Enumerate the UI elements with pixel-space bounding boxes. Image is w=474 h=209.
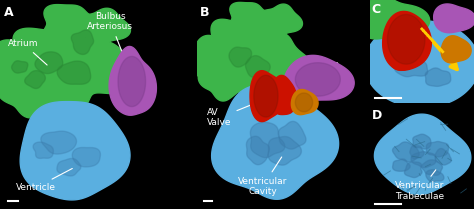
Polygon shape bbox=[250, 122, 285, 158]
Polygon shape bbox=[57, 158, 81, 176]
Polygon shape bbox=[394, 56, 428, 77]
Polygon shape bbox=[410, 146, 424, 159]
Polygon shape bbox=[441, 36, 471, 63]
Polygon shape bbox=[392, 142, 419, 162]
Polygon shape bbox=[374, 114, 471, 194]
Polygon shape bbox=[390, 49, 412, 65]
Polygon shape bbox=[43, 5, 102, 47]
Polygon shape bbox=[391, 54, 411, 70]
Polygon shape bbox=[426, 170, 444, 182]
Text: Ventricular
Trabeculae: Ventricular Trabeculae bbox=[395, 170, 445, 201]
Polygon shape bbox=[295, 63, 340, 96]
Text: Ventricular
Cavity: Ventricular Cavity bbox=[238, 157, 287, 196]
Polygon shape bbox=[12, 61, 28, 73]
Text: Atrium: Atrium bbox=[8, 39, 47, 65]
Polygon shape bbox=[71, 30, 93, 54]
Polygon shape bbox=[295, 93, 313, 112]
Polygon shape bbox=[359, 0, 429, 39]
Polygon shape bbox=[284, 55, 354, 101]
Polygon shape bbox=[254, 75, 278, 117]
Polygon shape bbox=[279, 121, 306, 149]
Polygon shape bbox=[25, 71, 46, 88]
Polygon shape bbox=[434, 4, 474, 33]
Polygon shape bbox=[246, 136, 269, 165]
Text: AV
Valve: AV Valve bbox=[207, 101, 260, 127]
Text: Bulbus
Arteriosus: Bulbus Arteriosus bbox=[87, 12, 133, 64]
Polygon shape bbox=[263, 96, 293, 109]
Polygon shape bbox=[197, 19, 316, 94]
Polygon shape bbox=[20, 102, 130, 200]
Polygon shape bbox=[365, 21, 474, 108]
Polygon shape bbox=[257, 4, 302, 38]
Polygon shape bbox=[411, 152, 436, 168]
Polygon shape bbox=[435, 149, 451, 165]
Polygon shape bbox=[212, 85, 338, 199]
Polygon shape bbox=[41, 131, 76, 154]
Text: C: C bbox=[372, 3, 381, 16]
Polygon shape bbox=[74, 8, 130, 46]
Polygon shape bbox=[57, 61, 91, 84]
Polygon shape bbox=[35, 52, 63, 74]
Polygon shape bbox=[413, 134, 431, 149]
Polygon shape bbox=[404, 162, 422, 177]
Text: D: D bbox=[372, 109, 382, 122]
Polygon shape bbox=[72, 148, 100, 167]
Text: B: B bbox=[200, 6, 210, 19]
Polygon shape bbox=[426, 141, 448, 157]
Polygon shape bbox=[229, 3, 273, 36]
Text: VB
Valve: VB Valve bbox=[310, 62, 353, 97]
Text: A: A bbox=[4, 6, 14, 19]
Polygon shape bbox=[250, 71, 284, 122]
Polygon shape bbox=[229, 47, 252, 67]
Polygon shape bbox=[0, 66, 58, 118]
Polygon shape bbox=[421, 160, 442, 175]
Polygon shape bbox=[292, 89, 318, 115]
Polygon shape bbox=[268, 136, 301, 165]
Text: Ventricle: Ventricle bbox=[16, 168, 73, 192]
Polygon shape bbox=[194, 35, 248, 82]
Polygon shape bbox=[0, 40, 60, 94]
Polygon shape bbox=[383, 11, 431, 70]
Polygon shape bbox=[392, 159, 410, 171]
Polygon shape bbox=[425, 68, 451, 86]
Polygon shape bbox=[118, 56, 146, 107]
Polygon shape bbox=[0, 27, 150, 109]
Polygon shape bbox=[387, 14, 425, 64]
Polygon shape bbox=[109, 46, 156, 115]
Polygon shape bbox=[198, 58, 244, 101]
Polygon shape bbox=[33, 142, 54, 158]
Polygon shape bbox=[246, 56, 270, 78]
Polygon shape bbox=[271, 75, 297, 115]
